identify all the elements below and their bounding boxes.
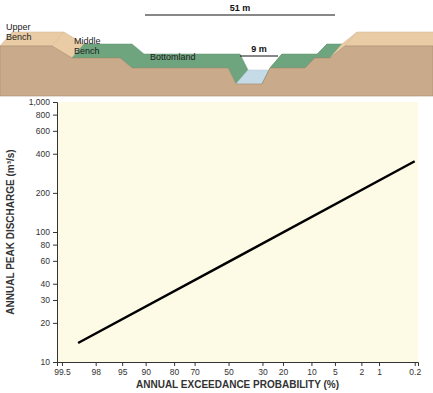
x-tick: 10 [307, 362, 317, 377]
y-tick-mark [53, 261, 57, 262]
dimension-label: 9 m [251, 44, 267, 54]
x-tick-label: 10 [307, 367, 317, 377]
y-tick: 200 [36, 188, 57, 198]
y-tick-mark [53, 323, 57, 324]
y-tick-mark [53, 245, 57, 246]
x-tick-mark [96, 362, 97, 366]
dimension-line [240, 55, 278, 56]
x-tick: 50 [224, 362, 234, 377]
x-tick-label: 98 [91, 367, 101, 377]
x-tick: 95 [118, 362, 128, 377]
y-tick-label: 80 [41, 240, 51, 250]
x-tick-label: 95 [118, 367, 128, 377]
y-tick: 60 [41, 256, 57, 266]
x-tick-label: 30 [258, 367, 268, 377]
y-tick-label: 100 [36, 227, 50, 237]
x-tick: 99.5 [54, 362, 71, 377]
x-tick: 98 [91, 362, 101, 377]
x-tick: 70 [190, 362, 200, 377]
y-tick: 600 [36, 126, 57, 136]
y-axis-title: ANNUAL PEAK DISCHARGE (m³/s) [5, 149, 16, 314]
y-tick-label: 800 [36, 110, 50, 120]
terrain-label: Bottomland [150, 52, 196, 62]
plot-background [57, 102, 418, 362]
x-tick: 0.2 [409, 362, 421, 377]
x-tick-mark [379, 362, 380, 366]
y-tick-mark [53, 300, 57, 301]
x-axis-line [58, 363, 419, 367]
x-tick: 2 [360, 362, 365, 377]
x-tick-mark [122, 362, 123, 366]
y-tick-label: 600 [36, 126, 50, 136]
y-tick: 80 [41, 240, 57, 250]
x-tick-label: 99.5 [54, 367, 71, 377]
terrain-front [0, 46, 433, 96]
y-tick-mark [53, 362, 57, 363]
x-tick: 20 [279, 362, 289, 377]
y-tick-mark [53, 115, 57, 116]
x-tick-mark [415, 362, 416, 366]
data-line [78, 161, 415, 343]
x-tick-mark [361, 362, 362, 366]
x-tick-label: 1 [377, 367, 382, 377]
y-tick: 30 [41, 295, 57, 305]
x-tick-mark [262, 362, 263, 366]
y-tick: 20 [41, 318, 57, 328]
x-tick-label: 20 [279, 367, 289, 377]
dimension-label: 51 m [230, 3, 251, 13]
y-tick-label: 200 [36, 188, 50, 198]
x-tick: 5 [333, 362, 338, 377]
x-tick-label: 70 [190, 367, 200, 377]
y-tick-mark [53, 131, 57, 132]
x-tick-mark [311, 362, 312, 366]
x-tick: 80 [170, 362, 180, 377]
y-tick-label: 30 [41, 295, 51, 305]
x-tick-mark [229, 362, 230, 366]
x-tick-label: 0.2 [409, 367, 421, 377]
x-tick-mark [174, 362, 175, 366]
y-axis: 10 20 30 40 60 80 100 200 400 600 800 1,000 [29, 97, 58, 367]
terrain-label: UpperBench [6, 22, 32, 42]
plot-area [78, 161, 415, 343]
y-tick-mark [53, 193, 57, 194]
x-axis-title: ANNUAL EXCEEDANCE PROBABILITY (%) [136, 379, 339, 390]
y-tick-label: 1,000 [29, 97, 51, 107]
y-tick-mark [53, 102, 57, 103]
y-tick-label: 10 [41, 357, 51, 367]
y-tick-label: 40 [41, 279, 51, 289]
x-tick-label: 80 [170, 367, 180, 377]
y-tick-label: 400 [36, 149, 50, 159]
y-tick: 100 [36, 227, 57, 237]
x-tick-label: 5 [333, 367, 338, 377]
cross-section: UpperBench MiddleBench Bottomland 51 m 9 m [0, 3, 433, 96]
y-tick-label: 20 [41, 318, 51, 328]
x-tick: 90 [141, 362, 151, 377]
x-tick: 30 [258, 362, 268, 377]
x-tick-mark [283, 362, 284, 366]
y-tick: 400 [36, 149, 57, 159]
x-tick-label: 90 [141, 367, 151, 377]
x-tick: 1 [377, 362, 382, 377]
y-tick: 800 [36, 110, 57, 120]
y-tick: 10 [41, 357, 57, 367]
x-tick-mark [62, 362, 63, 366]
x-tick-mark [146, 362, 147, 366]
x-axis: 99.5 98 95 90 80 70 50 30 20 10 5 2 1 0.2 [54, 362, 421, 377]
dimension-line [145, 14, 335, 15]
y-tick: 40 [41, 279, 57, 289]
y-tick-mark [53, 284, 57, 285]
y-tick-mark [53, 232, 57, 233]
terrain-label: MiddleBench [74, 36, 101, 56]
terrain-surface [345, 32, 433, 46]
x-tick-label: 50 [224, 367, 234, 377]
x-tick-mark [335, 362, 336, 366]
x-tick-mark [195, 362, 196, 366]
y-axis-line [53, 103, 58, 363]
x-tick-label: 2 [360, 367, 365, 377]
y-tick-mark [53, 154, 57, 155]
y-tick: 1,000 [29, 97, 57, 107]
y-tick-label: 60 [41, 256, 51, 266]
